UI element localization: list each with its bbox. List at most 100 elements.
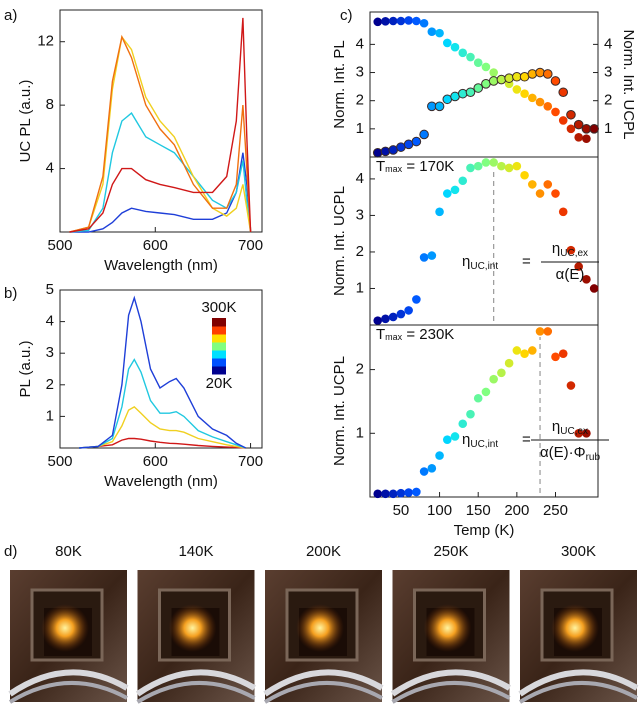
cryostat-ring [390, 669, 512, 697]
data-point [504, 358, 514, 368]
data-point [473, 58, 483, 67]
cryostat-ring [518, 669, 639, 697]
x-tick-label: 100 [427, 502, 452, 519]
cryostat-ring [263, 669, 384, 697]
x-tick-label: 250 [543, 502, 568, 519]
data-point [558, 349, 568, 358]
data-point [466, 163, 475, 173]
data-point [527, 69, 538, 79]
data-point [412, 16, 421, 26]
spectrum-line [79, 406, 246, 449]
data-point [411, 136, 422, 147]
y2-tick-label: 2 [604, 92, 612, 109]
data-point [465, 87, 476, 98]
spectrum-line [79, 295, 247, 449]
photo-label: 200K [306, 543, 341, 560]
formula-denominator: α(E)·Φrub [540, 444, 601, 463]
x-tick-label: 500 [47, 453, 72, 470]
x-tick-label: 200 [504, 502, 529, 519]
data-point [404, 306, 413, 315]
formula-subscript: UC,ex [560, 248, 588, 259]
spectrum-line [79, 437, 246, 449]
photo-label: 140K [178, 543, 213, 560]
data-point [488, 76, 499, 86]
data-point [543, 102, 553, 111]
data-point [574, 262, 583, 271]
formula-numerator: ηUC,ex [552, 240, 588, 259]
tmax-label: Tmax = 230K [376, 326, 454, 343]
formula-symbol: α(E)·Φ [540, 444, 586, 461]
data-point [396, 488, 406, 498]
photo-label: 300K [561, 543, 596, 560]
data-point [381, 16, 390, 26]
data-point [435, 28, 444, 38]
x-axis-label: Wavelength (nm) [104, 473, 218, 490]
cryostat-ring [518, 681, 638, 704]
formula-denominator: α(E) [556, 266, 585, 283]
spectrum-line [69, 34, 252, 233]
plot-frame [369, 156, 599, 326]
y-tick-label: 3 [356, 64, 364, 81]
data-point [566, 381, 576, 390]
data-point [558, 116, 568, 125]
data-point [373, 316, 383, 325]
data-point [458, 419, 468, 429]
plot-frame [369, 324, 599, 498]
data-point [481, 62, 491, 72]
data-point [442, 38, 452, 48]
tmax-subscript: max [385, 164, 403, 174]
data-point [582, 275, 591, 284]
data-point [442, 189, 452, 198]
data-point [573, 119, 584, 130]
y-tick-label: 4 [356, 35, 364, 52]
y-tick-label: 4 [46, 313, 54, 330]
formula-symbol: η [552, 240, 560, 257]
data-point [558, 87, 569, 98]
data-point [496, 74, 507, 85]
x-tick-label: 600 [143, 453, 168, 470]
panel-label: d) [4, 543, 17, 560]
formula-equals: = [522, 431, 531, 448]
data-point [419, 129, 429, 140]
data-point [434, 101, 445, 112]
data-point [381, 489, 390, 499]
data-point [551, 352, 560, 362]
data-point [481, 387, 491, 397]
formula-subscript: rub [586, 452, 601, 463]
y-axis-label: Norm. Int. UCPL [331, 186, 348, 296]
photo-label: 80K [55, 543, 82, 560]
data-point [373, 489, 383, 499]
cryostat-ring [263, 681, 383, 704]
x-tick-label: 600 [143, 237, 168, 254]
y-tick-label: 3 [356, 206, 364, 223]
data-point [388, 489, 398, 499]
y-tick-label: 2 [356, 92, 364, 109]
y-axis-label: PL (a.u.) [17, 341, 34, 398]
data-point [512, 85, 522, 94]
uc-glow [41, 604, 89, 652]
y-tick-label: 1 [356, 279, 364, 296]
data-point [457, 88, 468, 99]
data-point [419, 467, 429, 476]
data-point [520, 170, 529, 180]
data-point [589, 124, 599, 134]
y2-tick-label: 4 [604, 35, 612, 52]
colorbar-segment [212, 334, 226, 343]
formula-numerator: ηUC,ex [552, 418, 588, 437]
cryostat-ring [8, 681, 128, 704]
formula-symbol: η [552, 418, 560, 435]
data-point [535, 67, 545, 78]
x-tick-label: 150 [466, 502, 491, 519]
x-tick-label: 700 [238, 237, 263, 254]
y2-tick-label: 1 [604, 120, 612, 137]
y-tick-label: 8 [46, 96, 54, 113]
y-tick-label: 3 [46, 344, 54, 361]
data-point [582, 134, 591, 143]
formula-lhs: ηUC,int [462, 253, 498, 272]
cryostat-ring [391, 681, 511, 704]
uc-glow [296, 604, 344, 652]
data-point [574, 428, 583, 438]
uc-glow [168, 604, 217, 652]
formula-symbol: η [462, 431, 470, 448]
